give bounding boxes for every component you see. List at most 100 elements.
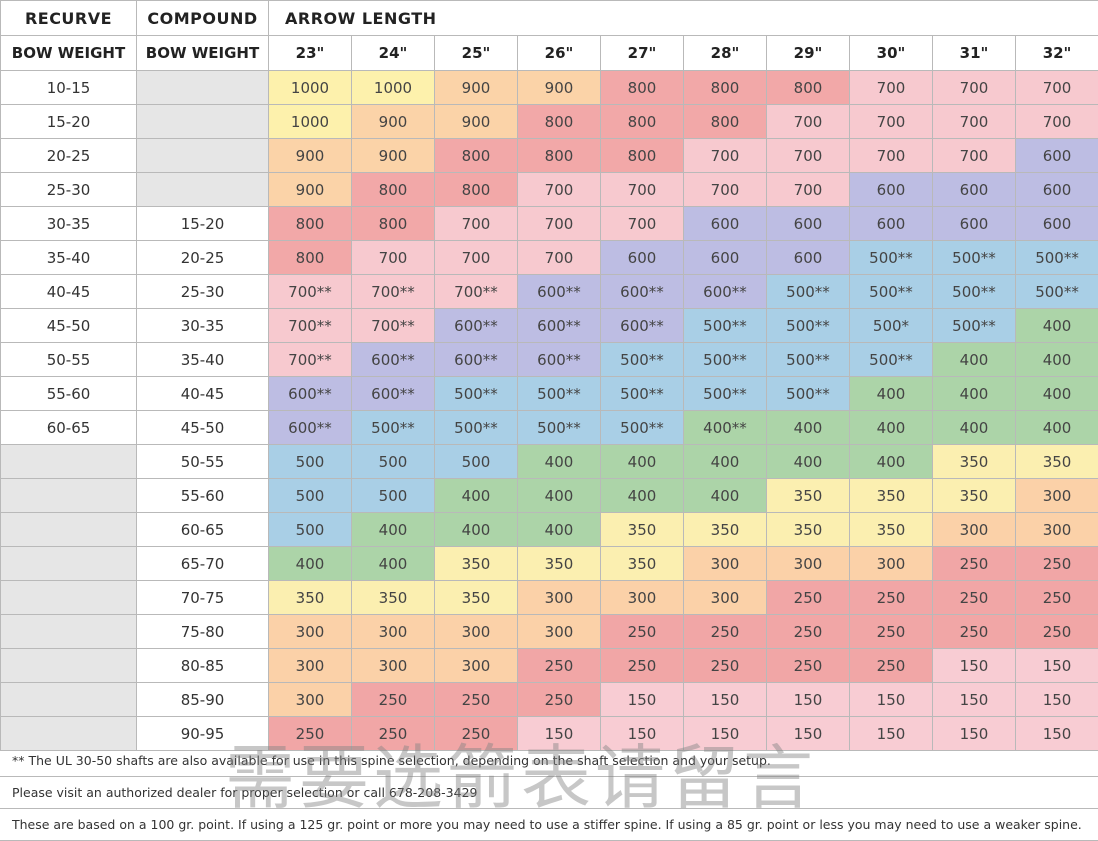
spine-value-cell: 350 <box>933 445 1016 479</box>
spine-value-cell: 700** <box>269 309 352 343</box>
spine-value-cell: 600** <box>435 343 518 377</box>
spine-value-cell: 150 <box>684 683 767 717</box>
spine-value-cell: 500 <box>269 479 352 513</box>
spine-value-cell: 500** <box>850 241 933 275</box>
spine-value-cell: 500** <box>352 411 435 445</box>
spine-value-cell: 150 <box>1016 683 1098 717</box>
spine-value-cell: 250 <box>767 615 850 649</box>
spine-value-cell: 500** <box>518 411 601 445</box>
spine-value-cell: 250 <box>352 683 435 717</box>
spine-value-cell: 700** <box>352 309 435 343</box>
spine-value-cell: 250 <box>684 615 767 649</box>
spine-value-cell: 500** <box>435 377 518 411</box>
spine-value-cell: 600** <box>435 309 518 343</box>
spine-value-cell: 600** <box>352 343 435 377</box>
compound-weight-cell <box>137 71 269 105</box>
spine-value-cell: 600** <box>352 377 435 411</box>
spine-value-cell: 700 <box>1016 105 1098 139</box>
header-row-top: RECURVE COMPOUND ARROW LENGTH <box>1 1 1098 36</box>
spine-value-cell: 500** <box>684 309 767 343</box>
spine-value-cell: 1000 <box>269 71 352 105</box>
recurve-weight-cell: 25-30 <box>1 173 137 207</box>
spine-value-cell: 600 <box>850 173 933 207</box>
spine-value-cell: 250 <box>1016 581 1098 615</box>
footnote-2: Please visit an authorized dealer for pr… <box>0 777 1098 809</box>
spine-value-cell: 250 <box>850 649 933 683</box>
spine-value-cell: 400** <box>684 411 767 445</box>
spine-value-cell: 350 <box>435 547 518 581</box>
compound-weight-cell: 35-40 <box>137 343 269 377</box>
recurve-weight-cell <box>1 683 137 717</box>
spine-value-cell: 350 <box>352 581 435 615</box>
spine-value-cell: 500** <box>1016 275 1098 309</box>
spine-value-cell: 800 <box>601 105 684 139</box>
spine-value-cell: 250 <box>850 581 933 615</box>
recurve-weight-cell: 50-55 <box>1 343 137 377</box>
spine-value-cell: 800 <box>352 173 435 207</box>
spine-value-cell: 300 <box>435 615 518 649</box>
compound-weight-cell: 25-30 <box>137 275 269 309</box>
recurve-weight-cell: 45-50 <box>1 309 137 343</box>
spine-value-cell: 500** <box>850 343 933 377</box>
spine-value-cell: 300 <box>767 547 850 581</box>
spine-value-cell: 500* <box>850 309 933 343</box>
spine-value-cell: 250 <box>518 683 601 717</box>
footnote-1: ** The UL 30-50 shafts are also availabl… <box>0 745 1098 777</box>
spine-value-cell: 900 <box>518 71 601 105</box>
compound-weight-cell: 70-75 <box>137 581 269 615</box>
spine-value-cell: 350 <box>518 547 601 581</box>
recurve-weight-cell <box>1 479 137 513</box>
spine-value-cell: 400 <box>518 513 601 547</box>
spine-value-cell: 350 <box>850 513 933 547</box>
spine-value-cell: 700 <box>1016 71 1098 105</box>
spine-value-cell: 700 <box>850 105 933 139</box>
spine-value-cell: 400 <box>933 411 1016 445</box>
spine-value-cell: 150 <box>767 683 850 717</box>
spine-value-cell: 500** <box>933 241 1016 275</box>
spine-value-cell: 250 <box>518 649 601 683</box>
compound-weight-cell <box>137 139 269 173</box>
spine-value-cell: 900 <box>269 173 352 207</box>
spine-value-cell: 500** <box>767 343 850 377</box>
spine-value-cell: 500** <box>767 309 850 343</box>
recurve-weight-cell <box>1 445 137 479</box>
recurve-weight-cell <box>1 615 137 649</box>
spine-value-cell: 250 <box>933 615 1016 649</box>
spine-value-cell: 800 <box>684 71 767 105</box>
spine-value-cell: 700 <box>767 173 850 207</box>
spine-value-cell: 700 <box>518 241 601 275</box>
spine-value-cell: 400 <box>1016 309 1098 343</box>
footnotes: ** The UL 30-50 shafts are also availabl… <box>0 745 1098 841</box>
spine-value-cell: 800 <box>601 71 684 105</box>
spine-value-cell: 350 <box>601 513 684 547</box>
spine-value-cell: 700** <box>435 275 518 309</box>
spine-value-cell: 250 <box>767 581 850 615</box>
recurve-weight-cell: 20-25 <box>1 139 137 173</box>
compound-weight-cell: 65-70 <box>137 547 269 581</box>
spine-value-cell: 900 <box>269 139 352 173</box>
spine-value-cell: 400 <box>269 547 352 581</box>
spine-value-cell: 300 <box>269 683 352 717</box>
spine-value-cell: 500** <box>435 411 518 445</box>
spine-value-cell: 600 <box>684 207 767 241</box>
spine-value-cell: 700 <box>601 207 684 241</box>
spine-value-cell: 400 <box>435 513 518 547</box>
compound-weight-cell: 60-65 <box>137 513 269 547</box>
spine-value-cell: 700** <box>352 275 435 309</box>
spine-value-cell: 400 <box>518 479 601 513</box>
compound-weight-cell: 75-80 <box>137 615 269 649</box>
spine-value-cell: 500 <box>269 513 352 547</box>
